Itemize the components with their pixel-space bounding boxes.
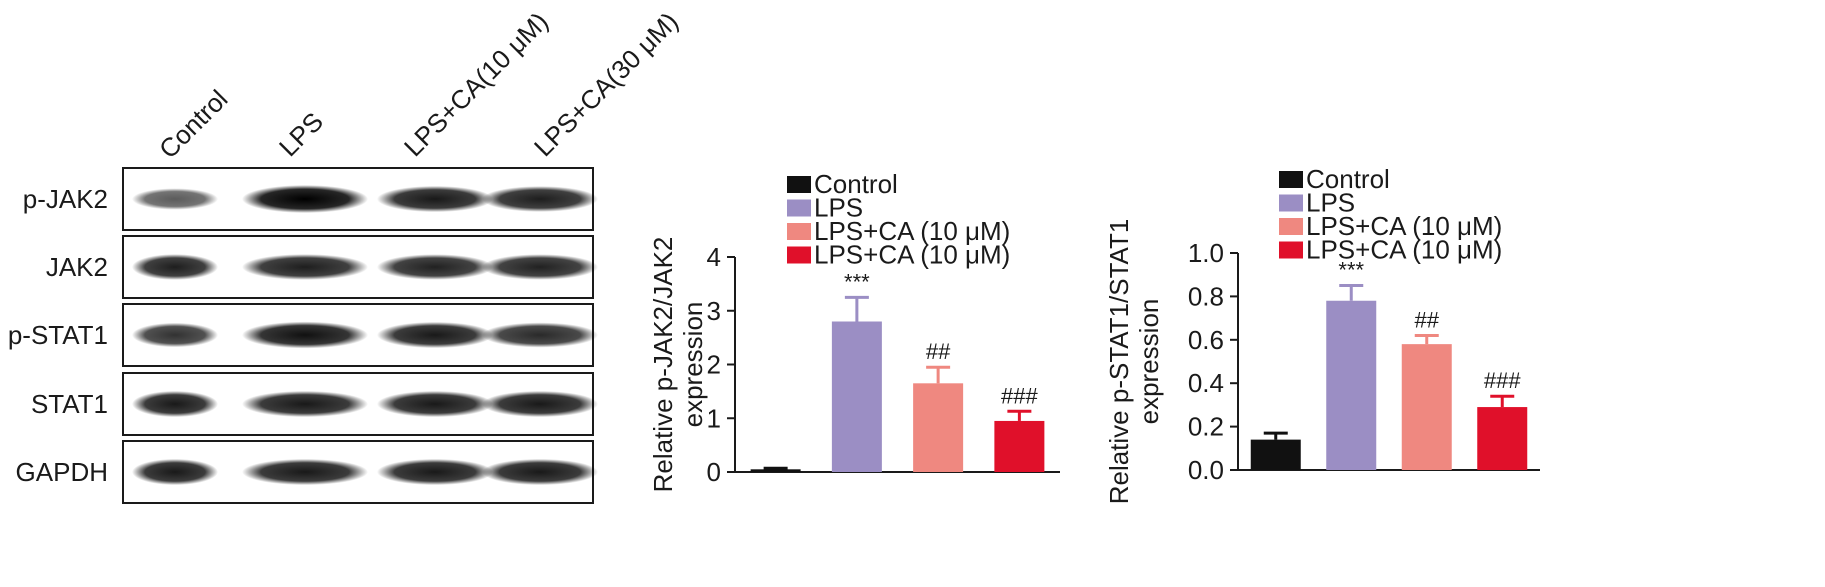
row-label: JAK2: [46, 252, 108, 282]
legend-swatch: [1279, 194, 1303, 212]
significance-label: ***: [1338, 258, 1364, 283]
row-label: p-JAK2: [23, 184, 108, 214]
blot-band: [482, 322, 598, 348]
significance-label: ##: [926, 339, 951, 364]
legend-swatch: [787, 176, 811, 193]
legend-label: Control: [1306, 164, 1390, 194]
blot-band: [242, 254, 368, 280]
lane-label: LPS: [273, 106, 329, 162]
significance-label: ##: [1415, 307, 1440, 332]
blot-band: [377, 390, 493, 418]
blot-band: [242, 390, 368, 418]
blot-band: [377, 185, 493, 213]
y-tick-label: 0.0: [1188, 455, 1224, 485]
blot-band: [377, 458, 493, 486]
blot-band: [242, 185, 368, 213]
y-tick-label: 0.2: [1188, 412, 1224, 442]
legend-label: LPS+CA (10 μM): [1306, 211, 1502, 241]
y-tick-label: 0.8: [1188, 281, 1224, 311]
blot-band: [132, 322, 218, 348]
blot-band: [242, 458, 368, 486]
blot-band: [132, 188, 218, 210]
y-tick-label: 3: [707, 296, 721, 326]
blot-band: [482, 186, 598, 212]
significance-label: ###: [1484, 368, 1521, 393]
bar: [994, 420, 1045, 472]
blot-band: [242, 321, 368, 349]
bar: [750, 469, 801, 472]
legend-label: LPS+CA (10 μM): [814, 240, 1010, 270]
y-tick-label: 1.0: [1188, 238, 1224, 268]
bar: [1401, 344, 1452, 470]
y-tick-label: 1: [707, 403, 721, 433]
chart-p-jak2: 0 1 2 3 4 Relative p-JAK2/JAK2 expression *** ##…: [648, 169, 1060, 492]
legend-swatch: [787, 246, 811, 264]
legend-swatch: [1279, 218, 1303, 235]
blot-band: [377, 321, 493, 349]
bar: [913, 383, 964, 472]
y-axis-label: expression: [678, 302, 708, 428]
blot-band: [377, 254, 493, 280]
blot-band: [132, 254, 218, 280]
bar: [1477, 407, 1528, 470]
chart-p-stat1: 0.0 0.2 0.4 0.6 0.8 1.0 Relative p-STAT1/STAT1…: [1104, 164, 1540, 504]
legend-label: LPS: [814, 193, 863, 223]
lane-label: Control: [153, 84, 233, 164]
legend-swatch: [1279, 171, 1303, 188]
legend-label: LPS+CA (10 μM): [814, 216, 1010, 246]
bar: [1326, 300, 1377, 470]
y-tick-label: 0.4: [1188, 368, 1224, 398]
y-tick-label: 0: [707, 457, 721, 487]
row-label: GAPDH: [16, 457, 108, 487]
blot-band: [482, 390, 598, 418]
y-axis-label: Relative p-STAT1/STAT1: [1104, 219, 1134, 505]
y-axis-label: expression: [1134, 299, 1164, 425]
significance-label: ###: [1001, 383, 1038, 408]
row-label: p-STAT1: [8, 320, 108, 350]
legend-swatch: [787, 223, 811, 240]
y-axis-label: Relative p-JAK2/JAK2: [648, 237, 678, 493]
legend-label: LPS: [1306, 188, 1355, 218]
row-label: STAT1: [31, 389, 108, 419]
blot-band: [132, 390, 218, 418]
western-blot: Control LPS LPS+CA(10 μM)LPS+CA(30 μM)p-JA…: [8, 6, 684, 504]
bar: [1250, 439, 1301, 470]
blot-band: [482, 458, 598, 486]
legend-label: Control: [814, 169, 898, 199]
y-tick-label: 0.6: [1188, 325, 1224, 355]
legend-swatch: [787, 199, 811, 217]
y-tick-label: 2: [707, 350, 721, 380]
significance-label: ***: [844, 269, 870, 294]
legend-label: LPS+CA (10 μM): [1306, 235, 1502, 265]
bar: [831, 321, 882, 472]
legend-swatch: [1279, 241, 1303, 259]
y-tick-label: 4: [707, 242, 721, 272]
blot-band: [132, 458, 218, 486]
blot-band: [482, 254, 598, 280]
